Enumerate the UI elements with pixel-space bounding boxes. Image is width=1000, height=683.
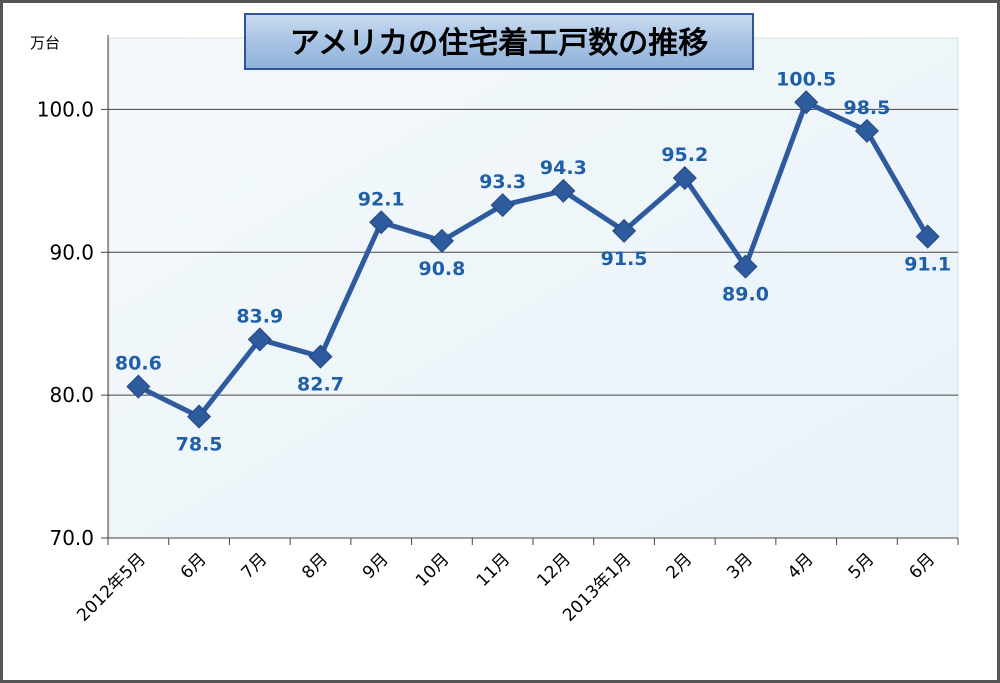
data-point-marker	[672, 165, 697, 191]
data-point-marker	[733, 254, 758, 279]
data-point-marker	[612, 218, 637, 243]
data-point-marker	[369, 210, 394, 235]
data-label: 100.5	[776, 68, 836, 90]
data-point-marker	[915, 224, 940, 249]
data-label: 78.5	[176, 434, 223, 456]
data-point-marker	[794, 90, 819, 115]
data-label: 93.3	[479, 171, 526, 193]
data-point-marker	[429, 228, 454, 253]
data-label: 83.9	[236, 305, 283, 327]
chart-title: アメリカの住宅着工戸数の推移	[290, 26, 709, 61]
series-line	[137, 99, 930, 420]
data-point-marker	[126, 374, 151, 399]
data-point-marker	[490, 193, 515, 218]
data-label: 98.5	[843, 97, 890, 119]
y-tick-label: 70.0	[49, 526, 94, 550]
title-box	[244, 13, 754, 70]
data-label: 92.1	[358, 188, 405, 210]
data-label: 91.1	[904, 254, 951, 276]
data-point-marker	[551, 178, 576, 203]
data-point-marker	[308, 344, 333, 369]
data-label: 94.3	[540, 157, 587, 179]
data-label: 89.0	[722, 284, 769, 306]
y-axis-unit: 万台	[30, 34, 60, 52]
data-point-marker	[854, 118, 879, 143]
data-point-marker	[187, 404, 212, 429]
data-label: 95.2	[661, 144, 708, 166]
y-tick-label: 80.0	[49, 383, 94, 407]
data-point-marker	[247, 327, 272, 352]
data-label: 82.7	[297, 374, 344, 396]
plot-area	[108, 37, 959, 539]
y-tick-label: 90.0	[49, 240, 94, 264]
y-tick-label: 100.0	[37, 97, 94, 121]
data-label: 80.6	[115, 353, 162, 375]
data-label: 90.8	[418, 258, 465, 280]
data-label: 91.5	[601, 248, 648, 270]
